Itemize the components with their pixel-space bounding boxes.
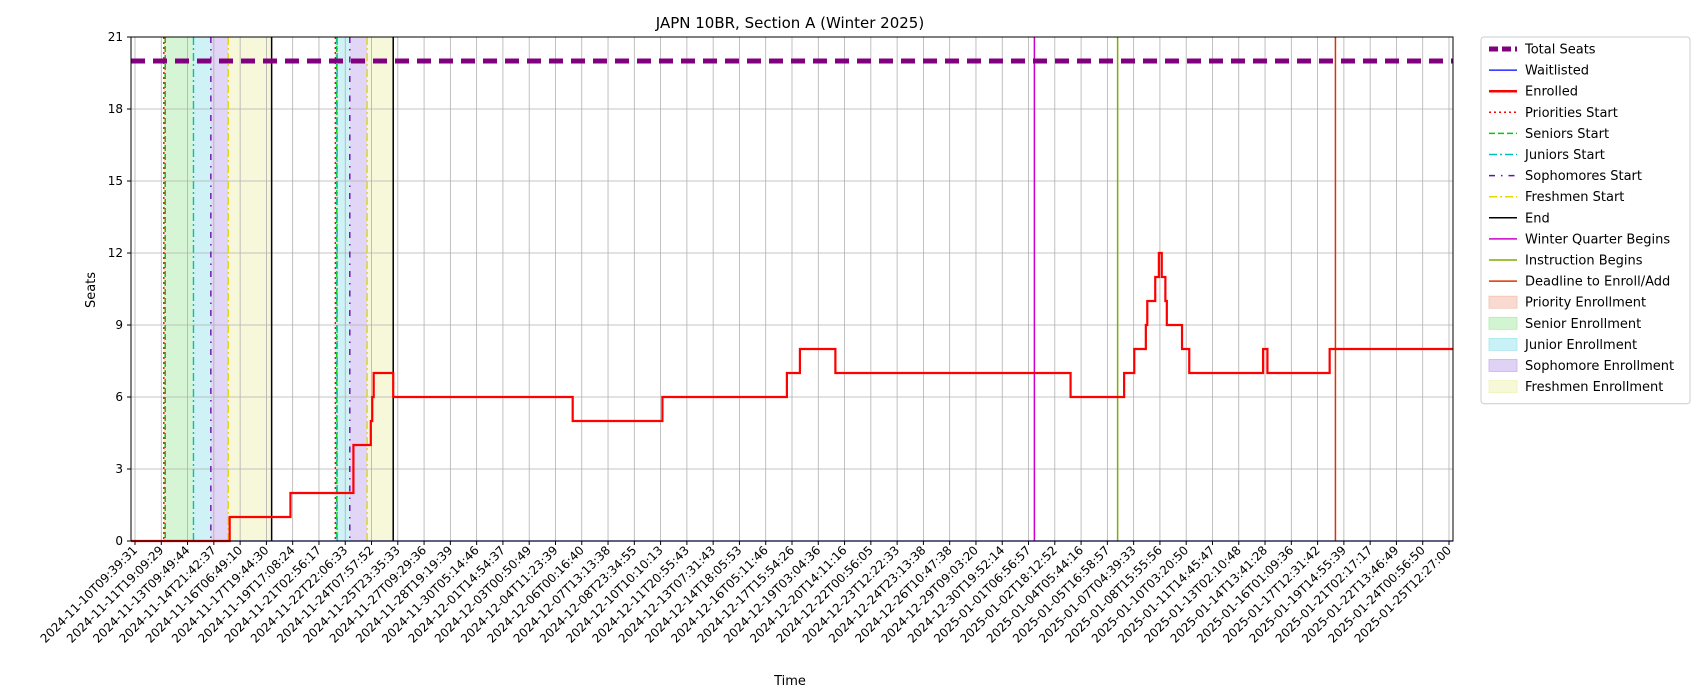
y-tick-label: 9 <box>115 318 123 332</box>
shaded-region-freshmen-enrollment <box>367 37 394 541</box>
legend-sophomore-enrollment-label: Sophomore Enrollment <box>1525 359 1674 374</box>
legend-junior-enrollment-swatch <box>1488 337 1518 351</box>
event-lines <box>163 37 1337 541</box>
legend-deadline-to-enroll-add-label: Deadline to Enroll/Add <box>1525 275 1670 290</box>
legend-juniors-start-label: Juniors Start <box>1524 148 1605 163</box>
legend-senior-enrollment-label: Senior Enrollment <box>1525 317 1641 332</box>
y-tick-label: 18 <box>108 102 123 116</box>
shaded-region-senior-enrollment <box>165 37 194 541</box>
legend-box <box>1480 36 1691 405</box>
y-tick-label: 0 <box>115 534 123 548</box>
y-tick-label: 12 <box>108 246 123 260</box>
legend-freshmen-start-label: Freshmen Start <box>1525 190 1624 205</box>
legend-sophomores-start-label: Sophomores Start <box>1525 169 1642 184</box>
legend-winter-quarter-begins-label: Winter Quarter Begins <box>1525 232 1670 247</box>
shaded-region-junior-enrollment <box>337 37 350 541</box>
legend-enrolled-label: Enrolled <box>1525 85 1578 100</box>
shaded-region-junior-enrollment <box>193 37 211 541</box>
shaded-region-sophomore-enrollment <box>210 37 229 541</box>
shaded-region-priority-enrollment <box>163 37 166 541</box>
legend-priorities-start-label: Priorities Start <box>1525 106 1618 121</box>
legend-senior-enrollment-swatch <box>1488 316 1518 330</box>
y-tick-label: 6 <box>115 390 123 404</box>
shaded-region-sophomore-enrollment <box>349 37 368 541</box>
legend-freshmen-enrollment-swatch <box>1488 380 1518 394</box>
legend-junior-enrollment-label: Junior Enrollment <box>1524 338 1637 353</box>
legend-instruction-begins-label: Instruction Begins <box>1525 254 1643 269</box>
y-tick-label: 3 <box>115 462 123 476</box>
legend-freshmen-enrollment-label: Freshmen Enrollment <box>1525 380 1663 395</box>
y-tick-label: 21 <box>108 30 123 44</box>
legend-priority-enrollment-swatch <box>1488 295 1518 309</box>
legend-total-seats-label: Total Seats <box>1524 43 1596 58</box>
legend-priority-enrollment-label: Priority Enrollment <box>1525 296 1646 311</box>
grid-lines <box>131 36 1453 542</box>
series-enrolled <box>131 251 1453 543</box>
shaded-region-priority-enrollment <box>335 37 337 541</box>
shaded-region-freshmen-enrollment <box>228 37 272 541</box>
y-tick-label: 15 <box>108 174 123 188</box>
legend: Total Seats Waitlisted Enrolled Priorities … <box>1480 36 1691 405</box>
legend-seniors-start-label: Seniors Start <box>1525 127 1609 142</box>
legend-waitlisted-label: Waitlisted <box>1525 64 1589 79</box>
chart-title: JAPN 10BR, Section A (Winter 2025) <box>655 14 924 32</box>
legend-end-label: End <box>1525 211 1550 226</box>
legend-sophomore-enrollment-swatch <box>1488 359 1518 372</box>
x-axis-label: Time <box>773 674 806 689</box>
y-axis-label: Seats <box>84 272 99 308</box>
